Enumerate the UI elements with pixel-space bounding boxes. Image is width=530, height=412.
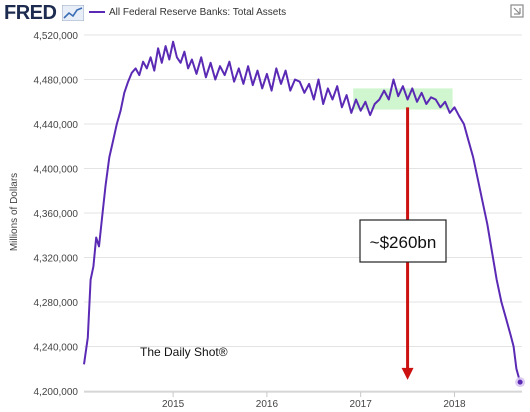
x-tick-label: 2018 [443, 399, 466, 410]
legend: All Federal Reserve Banks: Total Assets [89, 7, 286, 18]
grid-lines [84, 34, 522, 392]
highlight-band [353, 88, 453, 110]
chart-header: FRED All Federal Reserve Banks: Total As… [0, 0, 530, 26]
y-tick-label: 4,520,000 [34, 31, 79, 42]
y-tick-label: 4,400,000 [34, 165, 79, 176]
y-tick-label: 4,200,000 [34, 387, 79, 398]
legend-label: All Federal Reserve Banks: Total Assets [109, 7, 287, 18]
y-tick-label: 4,360,000 [34, 209, 79, 220]
y-axis-label: Millions of Dollars [9, 173, 20, 251]
download-icon[interactable] [510, 4, 524, 18]
series-endpoint-marker [515, 377, 526, 388]
arrow-head [401, 367, 414, 380]
x-tick-label: 2015 [162, 399, 185, 410]
legend-line-icon [89, 11, 105, 14]
y-tick-label: 4,320,000 [34, 254, 79, 265]
x-axis-ticks: 2015 2016 2017 2018 [84, 391, 522, 410]
y-axis-ticks: 4,200,000 4,240,000 4,280,000 4,320,000 4,36… [34, 31, 79, 398]
fred-graph-icon [62, 5, 84, 21]
series-line [83, 40, 522, 383]
endpoint-dot [517, 379, 523, 385]
watermark-text: The Daily Shot® [140, 345, 228, 359]
x-tick-label: 2017 [350, 399, 373, 410]
fred-logo: FRED [4, 2, 57, 24]
x-tick-label: 2016 [256, 399, 279, 410]
y-tick-label: 4,240,000 [34, 343, 79, 354]
callout-box: ~$260bn [359, 219, 447, 263]
y-tick-label: 4,480,000 [34, 76, 79, 87]
callout-text: ~$260bn [370, 233, 437, 252]
y-tick-label: 4,280,000 [34, 298, 79, 309]
y-tick-label: 4,440,000 [34, 120, 79, 131]
